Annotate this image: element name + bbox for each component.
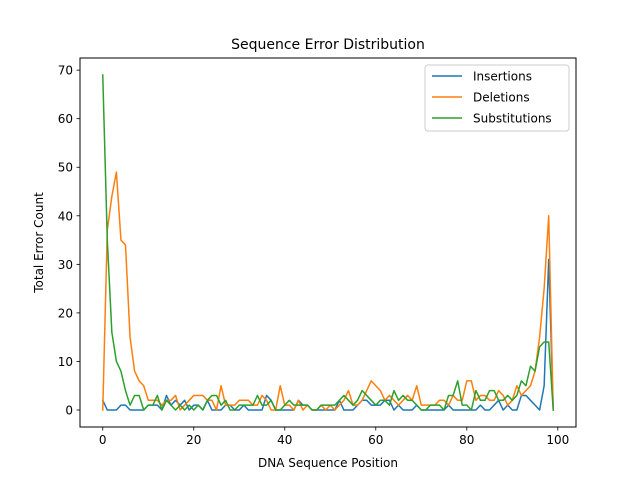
x-tick-label: 0 — [99, 433, 107, 447]
legend-box — [424, 64, 570, 132]
legend-label-deletions: Deletions — [473, 91, 530, 105]
y-tick-label: 10 — [58, 355, 73, 369]
x-tick-label: 100 — [546, 433, 569, 447]
legend: Insertions Deletions Substitutions — [424, 64, 570, 132]
x-axis-title: DNA Sequence Position — [258, 456, 398, 470]
series-line-deletions — [101, 171, 555, 411]
legend-label-substitutions: Substitutions — [473, 112, 552, 126]
series-line-substitutions — [101, 74, 555, 411]
x-tick-label: 40 — [277, 433, 292, 447]
y-tick-label: 70 — [58, 64, 73, 78]
chart-title: Sequence Error Distribution — [231, 37, 425, 53]
x-tick-label: 60 — [368, 433, 383, 447]
y-tick-label: 0 — [65, 404, 73, 418]
y-tick-label: 20 — [58, 306, 73, 320]
y-tick-label: 60 — [58, 112, 73, 126]
y-tick-label: 30 — [58, 258, 73, 272]
x-tick-label: 80 — [459, 433, 474, 447]
plot-area — [101, 74, 555, 411]
axis-ticks: 0 20 40 60 80 100 0 10 20 30 40 50 60 70 — [58, 64, 570, 447]
x-tick-label: 20 — [186, 433, 201, 447]
y-tick-label: 40 — [58, 209, 73, 223]
legend-label-insertions: Insertions — [473, 70, 532, 84]
y-axis-title: Total Error Count — [32, 192, 46, 294]
y-tick-label: 50 — [58, 161, 73, 175]
plot-frame — [79, 57, 577, 428]
